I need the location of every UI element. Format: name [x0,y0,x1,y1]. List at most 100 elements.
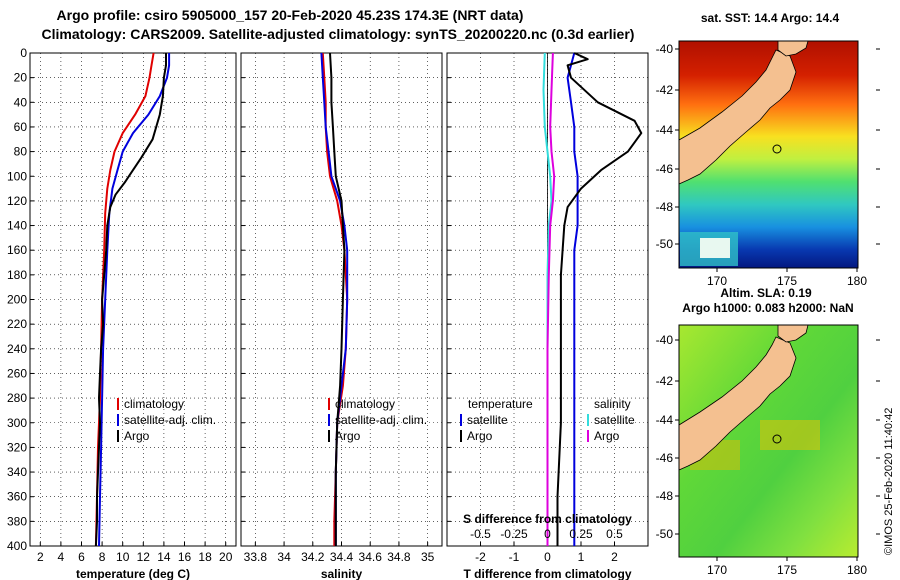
x-axis-label: salinity [321,567,363,580]
salinity-panel: 33.8 34 34.2 34.4 34.6 34.8 35 salinity [240,52,443,580]
legend-label-temp-argo: Argo [467,429,493,443]
y-tick-label: 40 [14,95,28,109]
series-line-satellite-adj-clim- [98,53,171,547]
x-tick-label: 14 [157,550,171,564]
x-tick-label: 33.8 [244,550,268,564]
y-tick-label: 80 [14,145,28,159]
x-tick-label: 0 [544,550,551,564]
x-tick-label: 1 [578,550,585,564]
y-tick-label: 140 [7,219,27,233]
series-line-argo [94,53,167,547]
x-tick-label: -2 [475,550,486,564]
x2-tick-label: 0.25 [569,527,593,541]
x-tick-label: 6 [78,550,85,564]
lat-tick-label: -44 [656,413,674,427]
y-tick-label: 240 [7,342,27,356]
y-tick-label: 400 [7,539,27,553]
y-tick-label: 200 [7,293,27,307]
legend-label-argo: Argo [124,429,150,443]
temperature-panel: 2 4 6 8 10 12 14 16 18 20020406080100120140160180… [7,46,237,580]
sst-cloud-patch [700,238,730,258]
x-tick-label: 34.6 [359,550,383,564]
sla-map: Altim. SLA: 0.19 Argo h1000: 0.083 h2000… [656,286,880,577]
series-line-salinity-argo [546,52,556,546]
legend-label-climatology: climatology [335,397,395,411]
x2-axis-label: S difference from climatology [463,512,632,526]
y-tick-label: 120 [7,194,27,208]
y-tick-label: 160 [7,243,27,257]
difference-panel: -2 -1 0 1 2 S difference from climatology-0.5… [446,52,649,580]
y-tick-label: 100 [7,169,27,183]
sst-map-ticks: 170 175 180 -40 -42 -44 -46 -48 -50 [656,42,880,288]
series-line-argo [329,52,346,546]
y-tick-label: 60 [14,120,28,134]
sst-map: sat. SST: 14.4 Argo: 14.4 [656,11,880,288]
lon-tick-label: 180 [847,563,867,577]
lon-tick-label: 170 [707,563,727,577]
legend-label-argo: Argo [335,429,361,443]
y-tick-label: 260 [7,366,27,380]
salinity-legend: climatology satellite-adj. clim. Argo [328,397,427,443]
x-tick-label: 16 [178,550,192,564]
x-tick-label: 34.4 [330,550,354,564]
sst-map-title: sat. SST: 14.4 Argo: 14.4 [701,11,840,25]
lat-tick-label: -42 [656,374,674,388]
x2-tick-label: 0 [544,527,551,541]
title-line-2: Climatology: CARS2009. Satellite-adjuste… [42,26,635,42]
y-tick-label: 320 [7,440,27,454]
plot-frame [29,52,237,547]
lat-tick-label: -48 [656,200,674,214]
sla-high-patch [760,420,820,450]
x-tick-label: 10 [116,550,130,564]
sst-frame [678,40,859,269]
x-tick-label: -1 [509,550,520,564]
y-tick-label: 300 [7,416,27,430]
x-tick-label: 8 [99,550,106,564]
y-tick-label: 20 [14,71,28,85]
sla-map-ticks: 170 175 180 -40 -42 -44 -46 -48 -50 [656,333,880,577]
y-tick-label: 180 [7,268,27,282]
legend-label-satellite: satellite-adj. clim. [124,413,216,427]
lat-tick-label: -42 [656,83,674,97]
argo-position-marker [772,144,782,154]
lon-tick-label: 175 [777,563,797,577]
sla-land-south-island [678,336,797,471]
y-tick-label: 360 [7,490,27,504]
lon-tick-label: 180 [847,274,867,288]
legend-group-temperature: temperature [468,397,533,411]
y-tick-label: 340 [7,465,27,479]
x-axis-label: temperature (deg C) [76,567,190,580]
difference-legend: temperature salinity satellite Argo sate… [460,397,635,443]
lat-tick-label: -50 [656,237,674,251]
x-tick-label: 34.2 [301,550,325,564]
temperature-legend: climatology satellite-adj. clim. Argo [117,397,216,443]
legend-label-sal-argo: Argo [594,429,620,443]
legend-label-climatology: climatology [124,397,184,411]
lon-tick-label: 175 [777,274,797,288]
y-tick-label: 280 [7,391,27,405]
lon-tick-label: 170 [707,274,727,288]
y-tick-label: 380 [7,514,27,528]
legend-label-sal-satellite: satellite [594,413,635,427]
series-line-temperature-satellite [566,52,579,546]
title-line-1: Argo profile: csiro 5905000_157 20-Feb-2… [57,7,524,23]
y-tick-label: 220 [7,317,27,331]
y-tick-label: 0 [20,46,27,60]
lat-tick-label: -48 [656,489,674,503]
x-axis-label: T difference from climatology [463,567,631,580]
lat-tick-label: -46 [656,451,674,465]
sla-map-title-1: Altim. SLA: 0.19 [720,286,812,300]
x-tick-label: 34.8 [387,550,411,564]
lat-tick-label: -40 [656,42,674,56]
sla-frame [678,324,859,558]
x2-tick-label: -0.25 [500,527,528,541]
plot-frame [240,52,443,547]
x-tick-label: 12 [137,550,151,564]
x2-tick-label: -0.5 [470,527,491,541]
lat-tick-label: -50 [656,527,674,541]
x-tick-label: 20 [219,550,233,564]
legend-label-temp-satellite: satellite [467,413,508,427]
lat-tick-label: -44 [656,123,674,137]
timestamp-stamp: ©IMOS 25-Feb-2020 11:40:42 [883,408,895,555]
